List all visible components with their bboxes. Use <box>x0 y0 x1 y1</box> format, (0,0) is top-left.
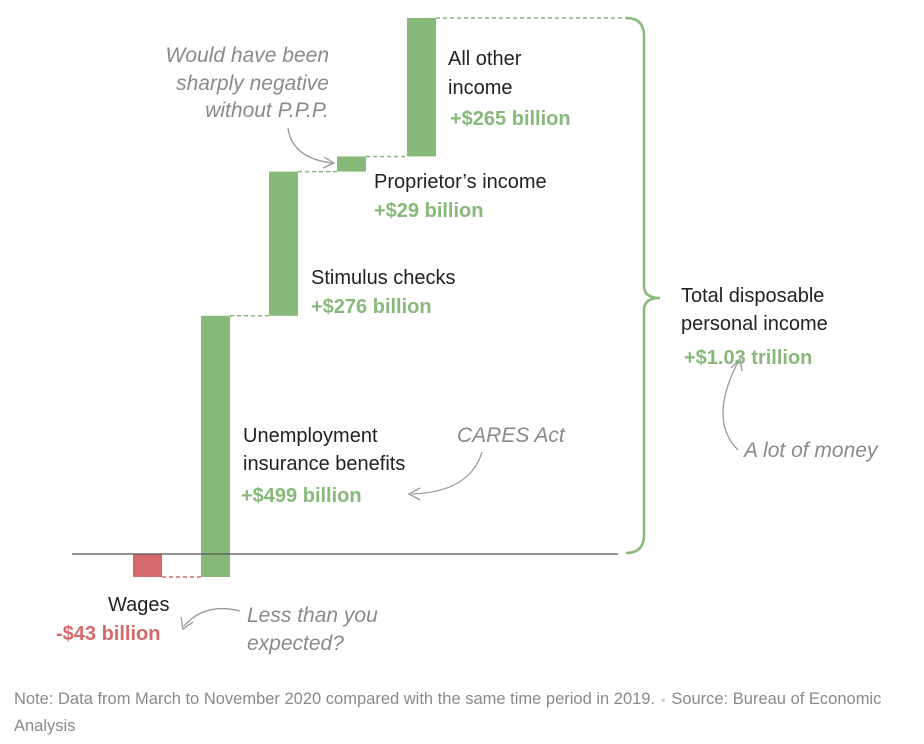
wages-label: Wages <box>108 594 170 616</box>
bars-group <box>133 18 436 577</box>
footer: Note: Data from March to November 2020 c… <box>14 686 914 739</box>
bar-stimulus <box>269 171 298 316</box>
proprietor-value-label: +$29 billion <box>374 200 483 222</box>
ppp-arrowhead <box>322 156 336 169</box>
unemployment-label-line1: Unemployment <box>243 425 378 447</box>
total-value-label: +$1.03 trillion <box>684 347 812 369</box>
ppp-note-line3: without P.P.P. <box>205 99 329 122</box>
connectors-group <box>162 17 626 578</box>
cares-arrow <box>411 451 483 495</box>
cares-note: CARES Act <box>457 424 566 447</box>
proprietor-label: Proprietor’s income <box>374 171 547 193</box>
less-arrow <box>183 607 241 627</box>
other-label-line1: All other <box>448 48 522 70</box>
total-label-line1: Total disposable <box>681 285 824 307</box>
footer-source: Source: Bureau of Economic Analysis <box>14 690 882 735</box>
money-arrow <box>722 361 739 451</box>
total-label-line2: personal income <box>681 313 828 335</box>
stimulus-value-label: +$276 billion <box>311 296 432 318</box>
money-note: A lot of money <box>742 439 879 462</box>
waterfall-chart: Wages -$43 billion Unemployment insuranc… <box>56 16 879 655</box>
cares-arrowhead <box>407 487 421 501</box>
less-note-line2: expected? <box>247 632 344 655</box>
less-note-line1: Less than you <box>247 604 378 627</box>
wages-value-label: -$43 billion <box>56 623 160 645</box>
other-label-line2: income <box>448 77 512 99</box>
total-bracket <box>625 16 661 555</box>
other-value-label: +$265 billion <box>450 108 571 130</box>
bar-proprietor <box>337 156 366 172</box>
less-arrowhead <box>180 616 194 631</box>
bar-other <box>407 18 436 157</box>
bar-wages <box>133 554 162 577</box>
stimulus-label: Stimulus checks <box>311 267 456 289</box>
footer-separator: ▪ <box>661 693 666 707</box>
ppp-note-line2: sharply negative <box>176 72 329 95</box>
ppp-note-line1: Would have been <box>166 44 329 67</box>
unemployment-label-line2: insurance benefits <box>243 453 405 475</box>
ppp-arrow <box>287 127 333 164</box>
bar-unemployment <box>201 315 230 577</box>
footer-note: Note: Data from March to November 2020 c… <box>14 690 656 708</box>
unemployment-value-label: +$499 billion <box>241 485 362 507</box>
money-arrowhead <box>730 357 743 372</box>
